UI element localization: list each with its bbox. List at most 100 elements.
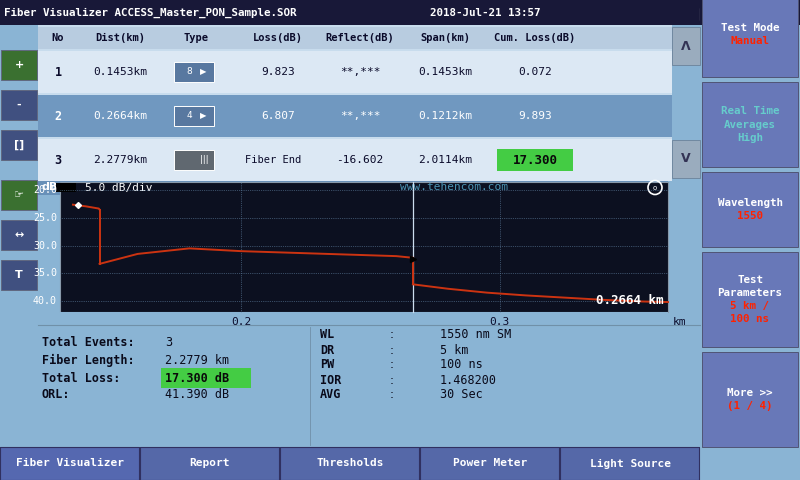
- Bar: [38, 51, 672, 93]
- Text: 8: 8: [186, 68, 192, 76]
- Text: 100 ns: 100 ns: [730, 314, 770, 324]
- Bar: [1, 90, 37, 120]
- Bar: [174, 150, 214, 170]
- Text: 0.3: 0.3: [490, 317, 510, 327]
- Text: **,***: **,***: [340, 111, 380, 121]
- Bar: [60, 182, 668, 312]
- Text: 0.1453km: 0.1453km: [93, 67, 147, 77]
- Text: ▶: ▶: [200, 111, 206, 120]
- Text: 0.1212km: 0.1212km: [418, 111, 472, 121]
- Text: 1.468200: 1.468200: [440, 373, 497, 386]
- Text: Report: Report: [190, 458, 230, 468]
- Bar: [700, 8, 732, 20]
- Text: Λ: Λ: [681, 39, 691, 52]
- Text: Reflect(dB): Reflect(dB): [326, 33, 394, 43]
- Bar: [0, 25, 700, 447]
- Text: 35.0: 35.0: [33, 268, 57, 278]
- Bar: [702, 172, 798, 247]
- Bar: [0, 325, 700, 447]
- Text: ↔: ↔: [14, 230, 24, 240]
- Text: Test: Test: [737, 275, 763, 285]
- Text: Averages: Averages: [724, 120, 776, 130]
- Text: Fiber Length:: Fiber Length:: [42, 353, 134, 367]
- Text: 5.0 dB/div: 5.0 dB/div: [85, 182, 153, 192]
- Bar: [1, 50, 37, 80]
- Bar: [420, 447, 559, 480]
- Text: 100 ns: 100 ns: [440, 359, 482, 372]
- Text: High: High: [737, 132, 763, 143]
- Bar: [280, 447, 419, 480]
- Text: :: :: [390, 328, 394, 341]
- Text: www.tehencom.com: www.tehencom.com: [400, 182, 508, 192]
- Bar: [702, 352, 798, 447]
- Text: 5 km: 5 km: [440, 344, 469, 357]
- Text: dB: dB: [42, 182, 58, 192]
- Text: -: -: [17, 100, 22, 110]
- Bar: [672, 140, 700, 178]
- Text: 0.2664 km: 0.2664 km: [597, 293, 664, 307]
- Text: PW: PW: [320, 359, 334, 372]
- Text: Loss(dB): Loss(dB): [253, 33, 303, 43]
- Text: 3: 3: [165, 336, 172, 348]
- Bar: [702, 0, 798, 77]
- Text: 30 Sec: 30 Sec: [440, 388, 482, 401]
- Text: Fiber Visualizer: Fiber Visualizer: [16, 458, 124, 468]
- Text: :: :: [390, 359, 394, 372]
- Text: |||: |||: [200, 156, 209, 165]
- Text: More >>: More >>: [727, 388, 773, 398]
- Text: 2: 2: [54, 109, 62, 122]
- Bar: [672, 27, 700, 65]
- Text: km: km: [673, 317, 686, 327]
- Text: 25.0: 25.0: [33, 213, 57, 223]
- Text: 100%: 100%: [745, 8, 770, 18]
- Text: 5 km /: 5 km /: [730, 301, 770, 311]
- Text: +: +: [14, 60, 24, 70]
- Text: Test Mode: Test Mode: [721, 23, 779, 33]
- Text: :: :: [390, 373, 394, 386]
- Text: Thresholds: Thresholds: [316, 458, 384, 468]
- Text: 17.300 dB: 17.300 dB: [165, 372, 229, 384]
- Text: (1 / 4): (1 / 4): [727, 401, 773, 411]
- Bar: [60, 312, 668, 332]
- Text: 20.0: 20.0: [33, 185, 57, 195]
- Text: **,***: **,***: [340, 67, 380, 77]
- Text: ▶: ▶: [200, 68, 206, 76]
- Bar: [140, 447, 279, 480]
- Text: Dist(km): Dist(km): [95, 33, 145, 43]
- Text: 41.390 dB: 41.390 dB: [165, 388, 229, 401]
- Text: Cum. Loss(dB): Cum. Loss(dB): [494, 33, 576, 43]
- Text: AVG: AVG: [320, 388, 342, 401]
- Text: 3: 3: [54, 154, 62, 167]
- Bar: [0, 0, 800, 25]
- Text: Wavelength: Wavelength: [718, 198, 782, 208]
- Text: No: No: [52, 33, 64, 43]
- Text: Manual: Manual: [730, 36, 770, 46]
- Text: Total Events:: Total Events:: [42, 336, 134, 348]
- Text: 40.0: 40.0: [33, 296, 57, 306]
- Text: 1550: 1550: [737, 211, 763, 221]
- Text: 2.2779 km: 2.2779 km: [165, 353, 229, 367]
- Bar: [38, 95, 672, 137]
- Text: 0.2: 0.2: [231, 317, 251, 327]
- Text: Parameters: Parameters: [718, 288, 782, 298]
- Text: 1550 nm SM: 1550 nm SM: [440, 328, 511, 341]
- Text: o: o: [653, 184, 657, 191]
- Bar: [0, 447, 139, 480]
- Text: 9.893: 9.893: [518, 111, 552, 121]
- Bar: [702, 82, 798, 167]
- Text: Light Source: Light Source: [590, 458, 670, 468]
- Bar: [161, 368, 251, 388]
- Bar: [732, 11, 735, 17]
- Bar: [38, 180, 668, 195]
- Text: Type: Type: [183, 33, 209, 43]
- Bar: [38, 27, 672, 49]
- Text: 1: 1: [54, 65, 62, 79]
- Bar: [1, 130, 37, 160]
- Bar: [1, 260, 37, 290]
- Text: 17.300: 17.300: [513, 154, 558, 167]
- Text: :: :: [390, 388, 394, 401]
- Text: Power Meter: Power Meter: [453, 458, 527, 468]
- Text: 9.823: 9.823: [261, 67, 295, 77]
- Text: DR: DR: [320, 344, 334, 357]
- Bar: [560, 447, 699, 480]
